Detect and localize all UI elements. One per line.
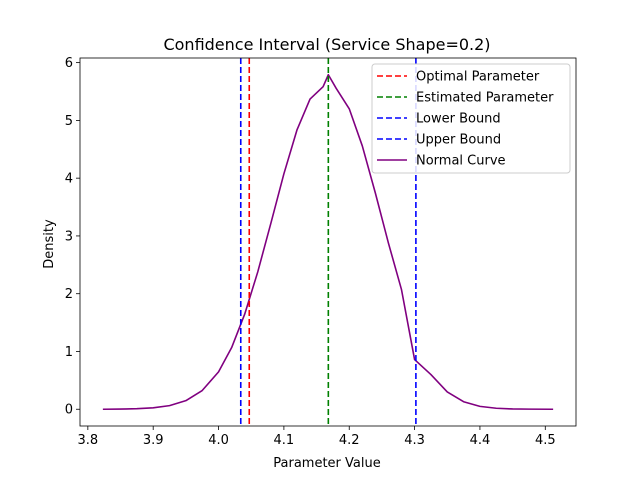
y-tick-label: 3: [65, 229, 73, 244]
x-axis-label: Parameter Value: [273, 456, 380, 471]
x-tick-label: 4.5: [535, 433, 556, 448]
y-tick-label: 5: [65, 114, 73, 129]
x-tick-label: 3.9: [143, 433, 164, 448]
legend-label: Optimal Parameter: [416, 70, 540, 85]
y-tick-label: 2: [65, 287, 73, 302]
legend-label: Upper Bound: [416, 133, 501, 148]
y-axis-label: Density: [42, 219, 57, 269]
x-tick-label: 4.0: [208, 433, 229, 448]
y-tick-label: 0: [65, 403, 73, 418]
y-tick-label: 1: [65, 345, 73, 360]
legend-label: Estimated Parameter: [416, 91, 554, 106]
y-tick-label: 6: [65, 56, 73, 71]
legend-label: Lower Bound: [416, 112, 501, 127]
legend-box: [371, 63, 571, 174]
legend: Optimal Parameter Estimated Parameter Lowe…: [371, 63, 571, 174]
x-tick-label: 4.2: [339, 433, 360, 448]
x-tick-label: 4.3: [404, 433, 425, 448]
axes-frame: [79, 57, 577, 427]
x-tick-label: 4.4: [470, 433, 491, 448]
plot-area: 3.8 3.9 4.0 4.1 4.2 4.3 4.4 4.5 0 1 2 3 4 5 6: [65, 56, 577, 448]
y-tick-label: 4: [65, 172, 73, 187]
x-tick-label: 3.8: [77, 433, 98, 448]
chart-title: Confidence Interval (Service Shape=0.2): [163, 35, 490, 54]
legend-label: Normal Curve: [416, 154, 506, 169]
x-tick-label: 4.1: [274, 433, 295, 448]
normal-curve-line: [102, 73, 554, 411]
